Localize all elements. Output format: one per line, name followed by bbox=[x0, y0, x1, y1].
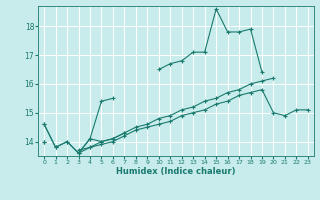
X-axis label: Humidex (Indice chaleur): Humidex (Indice chaleur) bbox=[116, 167, 236, 176]
